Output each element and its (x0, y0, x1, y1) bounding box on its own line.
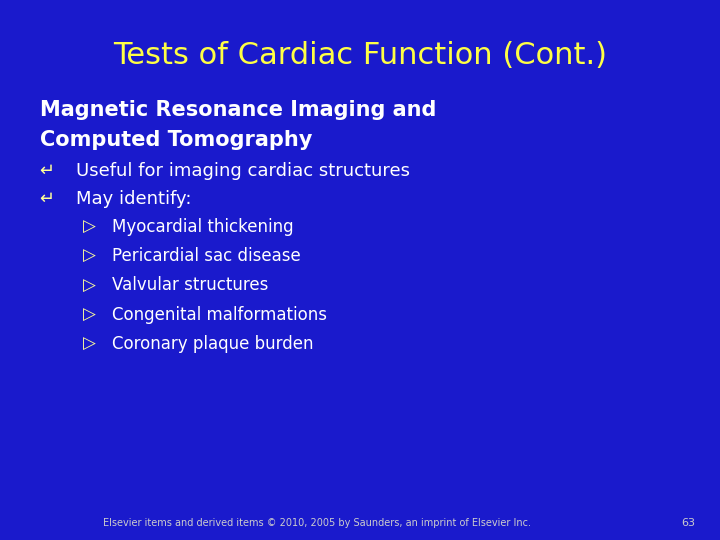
Text: ▷: ▷ (83, 306, 96, 323)
Text: Coronary plaque burden: Coronary plaque burden (112, 335, 313, 353)
Text: ↵: ↵ (40, 190, 55, 208)
Text: Pericardial sac disease: Pericardial sac disease (112, 247, 300, 265)
Text: Magnetic Resonance Imaging and: Magnetic Resonance Imaging and (40, 100, 436, 120)
Text: ▷: ▷ (83, 276, 96, 294)
Text: ▷: ▷ (83, 218, 96, 236)
Text: Tests of Cardiac Function (Cont.): Tests of Cardiac Function (Cont.) (113, 40, 607, 70)
Text: ▷: ▷ (83, 335, 96, 353)
Text: Myocardial thickening: Myocardial thickening (112, 218, 293, 236)
Text: 63: 63 (681, 518, 695, 528)
Text: May identify:: May identify: (76, 190, 191, 208)
Text: Valvular structures: Valvular structures (112, 276, 268, 294)
Text: ▷: ▷ (83, 247, 96, 265)
Text: Computed Tomography: Computed Tomography (40, 130, 312, 150)
Text: Useful for imaging cardiac structures: Useful for imaging cardiac structures (76, 162, 410, 180)
Text: ↵: ↵ (40, 162, 55, 180)
Text: Congenital malformations: Congenital malformations (112, 306, 327, 323)
Text: Elsevier items and derived items © 2010, 2005 by Saunders, an imprint of Elsevie: Elsevier items and derived items © 2010,… (103, 518, 531, 528)
